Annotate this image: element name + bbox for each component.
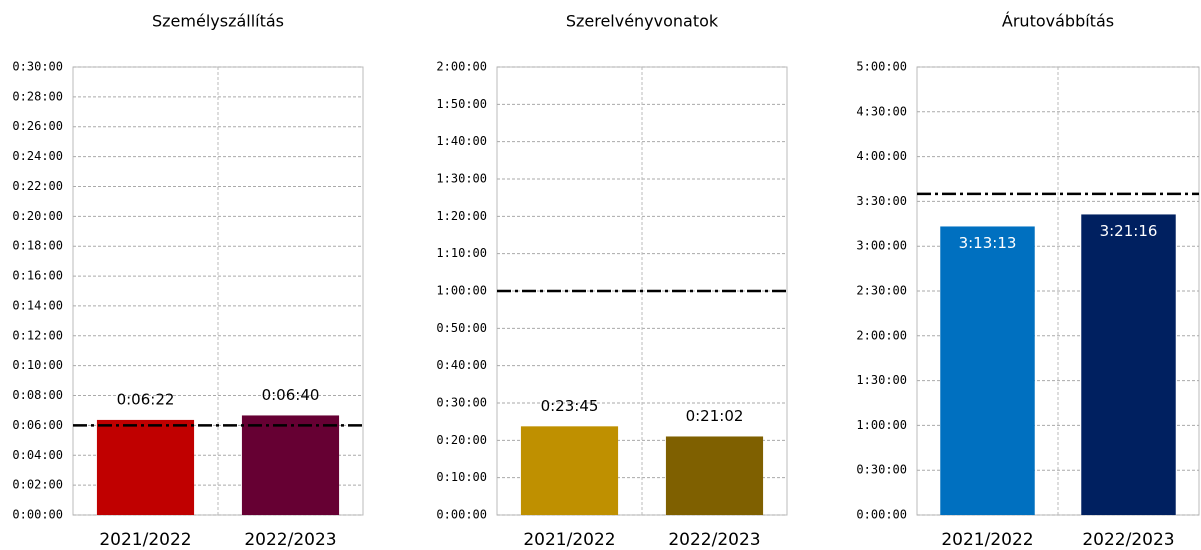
y-tick-label: 0:26:00 bbox=[12, 119, 63, 133]
chart-title: Árutovábbítás bbox=[1002, 12, 1114, 31]
x-tick-label: 2022/2023 bbox=[244, 530, 336, 550]
y-tick-label: 0:24:00 bbox=[12, 149, 63, 163]
y-tick-label: 0:12:00 bbox=[12, 328, 63, 342]
bar bbox=[241, 415, 340, 515]
bar bbox=[665, 436, 764, 515]
value-label: 3:21:16 bbox=[1100, 222, 1158, 240]
value-label: 3:13:13 bbox=[959, 234, 1017, 252]
y-tick-label: 0:10:00 bbox=[436, 470, 487, 484]
x-tick-label: 2022/2023 bbox=[1082, 530, 1174, 550]
value-label: 0:23:45 bbox=[541, 397, 599, 415]
y-tick-label: 0:28:00 bbox=[12, 89, 63, 103]
y-tick-label: 0:40:00 bbox=[436, 358, 487, 372]
chart-title: Szerelvényvonatok bbox=[566, 12, 719, 31]
y-tick-label: 0:30:00 bbox=[856, 463, 907, 477]
y-tick-label: 0:00:00 bbox=[12, 508, 63, 522]
y-tick-label: 0:30:00 bbox=[436, 396, 487, 410]
y-tick-label: 0:18:00 bbox=[12, 239, 63, 253]
y-tick-label: 1:00:00 bbox=[436, 284, 487, 298]
y-tick-label: 0:20:00 bbox=[436, 433, 487, 447]
y-tick-label: 2:30:00 bbox=[856, 284, 907, 298]
bar bbox=[520, 426, 619, 515]
x-tick-label: 2022/2023 bbox=[668, 530, 760, 550]
y-tick-label: 0:20:00 bbox=[12, 209, 63, 223]
y-tick-label: 0:16:00 bbox=[12, 269, 63, 283]
y-tick-label: 4:30:00 bbox=[856, 104, 907, 118]
y-tick-label: 2:00:00 bbox=[856, 328, 907, 342]
bar bbox=[940, 226, 1035, 515]
y-tick-label: 0:10:00 bbox=[12, 358, 63, 372]
y-tick-label: 1:40:00 bbox=[436, 134, 487, 148]
bar bbox=[1081, 214, 1176, 515]
y-tick-label: 0:30:00 bbox=[12, 60, 63, 74]
y-tick-label: 0:14:00 bbox=[12, 298, 63, 312]
y-tick-label: 1:30:00 bbox=[856, 373, 907, 387]
y-tick-label: 0:22:00 bbox=[12, 179, 63, 193]
chart-title: Személyszállítás bbox=[152, 12, 284, 31]
y-tick-label: 1:00:00 bbox=[856, 418, 907, 432]
y-tick-label: 0:04:00 bbox=[12, 448, 63, 462]
y-tick-label: 1:30:00 bbox=[436, 172, 487, 186]
y-tick-label: 4:00:00 bbox=[856, 149, 907, 163]
y-tick-label: 0:06:00 bbox=[12, 418, 63, 432]
value-label: 0:06:22 bbox=[117, 390, 175, 408]
y-tick-label: 0:00:00 bbox=[436, 508, 487, 522]
y-tick-label: 3:00:00 bbox=[856, 239, 907, 253]
bar bbox=[96, 419, 195, 515]
x-tick-label: 2021/2022 bbox=[523, 530, 615, 550]
y-tick-label: 0:50:00 bbox=[436, 321, 487, 335]
y-tick-label: 0:08:00 bbox=[12, 388, 63, 402]
y-tick-label: 1:10:00 bbox=[436, 246, 487, 260]
y-tick-label: 1:50:00 bbox=[436, 97, 487, 111]
value-label: 0:06:40 bbox=[262, 386, 320, 404]
x-tick-label: 2021/2022 bbox=[941, 530, 1033, 550]
y-tick-label: 0:00:00 bbox=[856, 508, 907, 522]
y-tick-label: 0:02:00 bbox=[12, 478, 63, 492]
x-tick-label: 2021/2022 bbox=[99, 530, 191, 550]
y-tick-label: 1:20:00 bbox=[436, 209, 487, 223]
y-tick-label: 5:00:00 bbox=[856, 60, 907, 74]
value-label: 0:21:02 bbox=[686, 407, 744, 425]
y-tick-label: 2:00:00 bbox=[436, 60, 487, 74]
y-tick-label: 3:30:00 bbox=[856, 194, 907, 208]
